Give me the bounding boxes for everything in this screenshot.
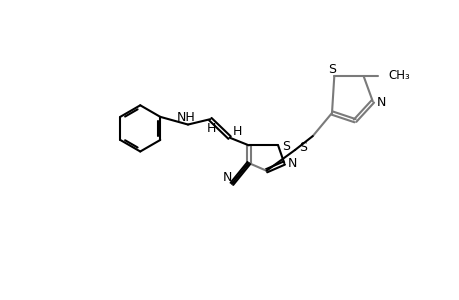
Text: S: S xyxy=(299,141,307,154)
Text: N: N xyxy=(376,96,385,109)
Text: S: S xyxy=(327,63,335,76)
Text: N: N xyxy=(287,157,297,170)
Text: H: H xyxy=(232,125,241,138)
Text: NH: NH xyxy=(176,111,195,124)
Text: CH₃: CH₃ xyxy=(387,69,409,82)
Text: S: S xyxy=(282,140,290,153)
Text: H: H xyxy=(207,122,216,135)
Text: N: N xyxy=(222,171,231,184)
